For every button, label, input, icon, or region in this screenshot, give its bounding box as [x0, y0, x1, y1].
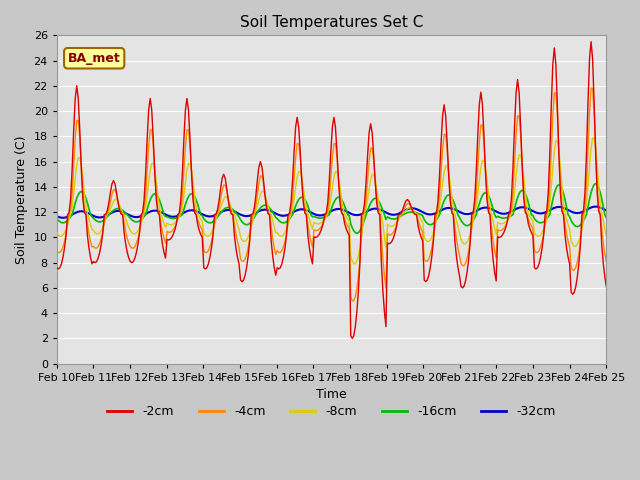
Y-axis label: Soil Temperature (C): Soil Temperature (C)	[15, 135, 28, 264]
Text: BA_met: BA_met	[68, 52, 120, 65]
Title: Soil Temperatures Set C: Soil Temperatures Set C	[240, 15, 423, 30]
Legend: -2cm, -4cm, -8cm, -16cm, -32cm: -2cm, -4cm, -8cm, -16cm, -32cm	[102, 400, 561, 423]
X-axis label: Time: Time	[316, 388, 347, 401]
